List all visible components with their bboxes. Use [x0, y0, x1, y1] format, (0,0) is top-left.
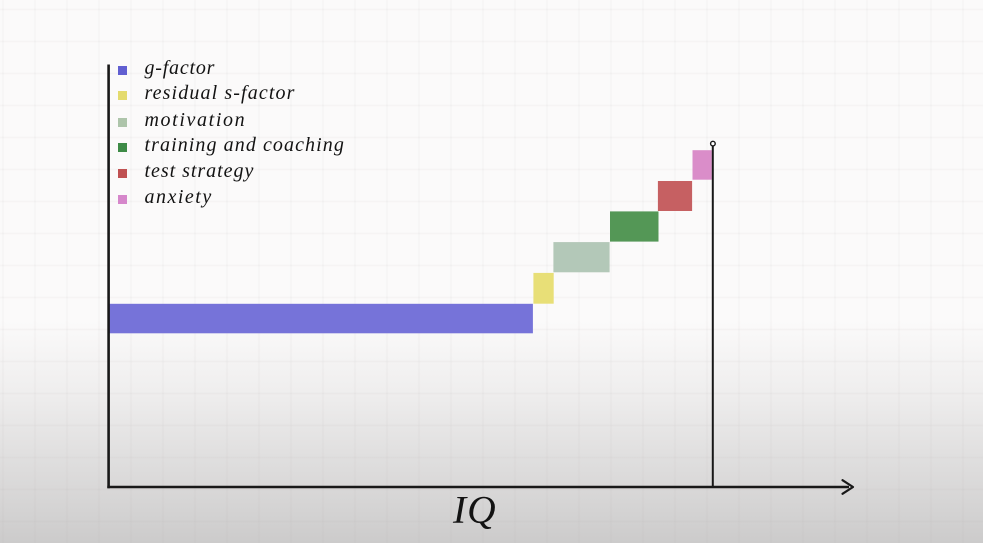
svg-text:IQ: IQ [452, 488, 497, 532]
